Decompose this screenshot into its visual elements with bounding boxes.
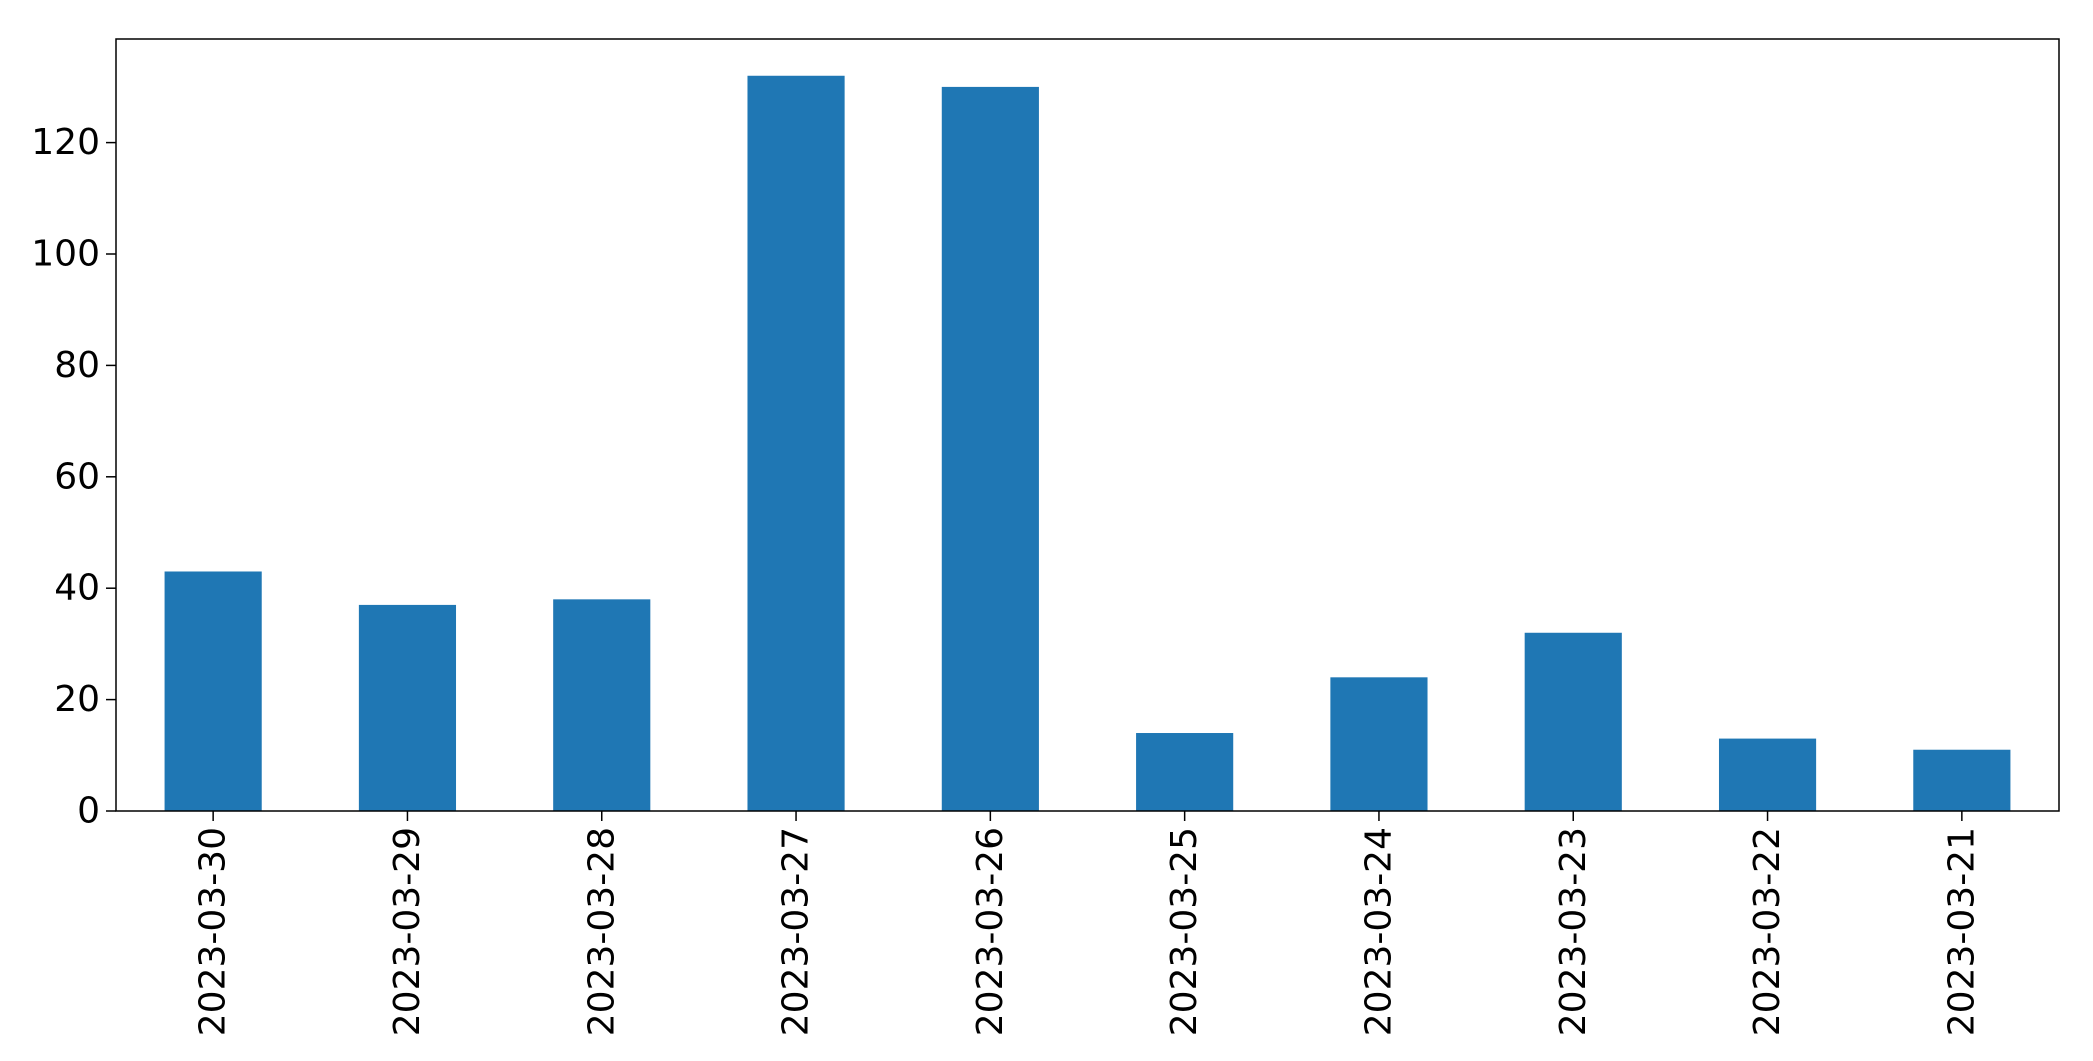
x-tick-label: 2023-03-30: [193, 827, 234, 1036]
x-tick-label: 2023-03-21: [1941, 827, 1982, 1036]
y-axis: 0 20 40 60 80 100 120: [31, 122, 116, 832]
y-tick-label: 20: [54, 679, 100, 720]
y-tick-label: 80: [54, 345, 100, 386]
bar-2023-03-29: [358, 604, 457, 811]
x-tick-label: 2023-03-27: [776, 827, 817, 1036]
bar-2023-03-30: [164, 571, 262, 811]
y-tick-label: 0: [77, 791, 100, 832]
bar-2023-03-23: [1524, 632, 1622, 811]
bar-2023-03-26: [941, 86, 1039, 812]
bar-2023-03-27: [747, 75, 845, 811]
y-tick-label: 120: [31, 122, 100, 163]
bar-2023-03-28: [553, 599, 651, 811]
bar-2023-03-21: [1913, 749, 2011, 811]
bar-2023-03-24: [1330, 677, 1428, 811]
x-tick-label: 2023-03-22: [1747, 827, 1788, 1036]
bars-group: [164, 75, 2011, 812]
x-tick-label: 2023-03-25: [1164, 827, 1205, 1036]
x-tick-label: 2023-03-24: [1358, 827, 1399, 1036]
x-tick-label: 2023-03-23: [1553, 827, 1594, 1036]
y-tick-label: 60: [54, 456, 100, 497]
x-tick-label: 2023-03-26: [970, 827, 1011, 1036]
x-tick-label: 2023-03-29: [387, 827, 428, 1036]
y-tick-label: 40: [54, 568, 100, 609]
x-tick-label: 2023-03-28: [581, 827, 622, 1036]
bar-2023-03-25: [1136, 733, 1234, 811]
bar-2023-03-22: [1718, 738, 1817, 811]
x-axis: 2023-03-30 2023-03-29 2023-03-28 2023-03-27…: [193, 811, 1982, 1036]
y-tick-label: 100: [31, 234, 100, 275]
plot-area-frame: [115, 38, 2060, 812]
